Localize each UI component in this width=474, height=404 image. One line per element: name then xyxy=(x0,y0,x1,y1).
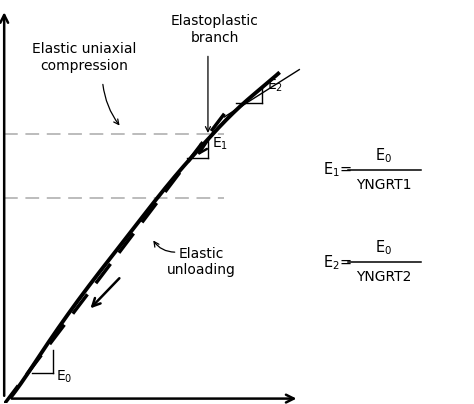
Text: YNGRT1: YNGRT1 xyxy=(356,178,411,192)
Text: E$_2$: E$_2$ xyxy=(267,78,283,94)
Text: Elastic uniaxial
compression: Elastic uniaxial compression xyxy=(32,42,136,73)
Text: $\mathrm{E_0}$: $\mathrm{E_0}$ xyxy=(375,239,392,257)
Text: $\mathrm{E_2}$=: $\mathrm{E_2}$= xyxy=(323,253,352,271)
Text: E$_0$: E$_0$ xyxy=(56,368,72,385)
Text: Elastoplastic
branch: Elastoplastic branch xyxy=(171,15,259,44)
Text: YNGRT2: YNGRT2 xyxy=(356,270,411,284)
Text: $\mathrm{E_1}$=: $\mathrm{E_1}$= xyxy=(323,160,352,179)
Text: Elastic
unloading: Elastic unloading xyxy=(166,247,236,277)
Text: $\mathrm{E_0}$: $\mathrm{E_0}$ xyxy=(375,147,392,165)
Text: E$_1$: E$_1$ xyxy=(212,136,228,152)
